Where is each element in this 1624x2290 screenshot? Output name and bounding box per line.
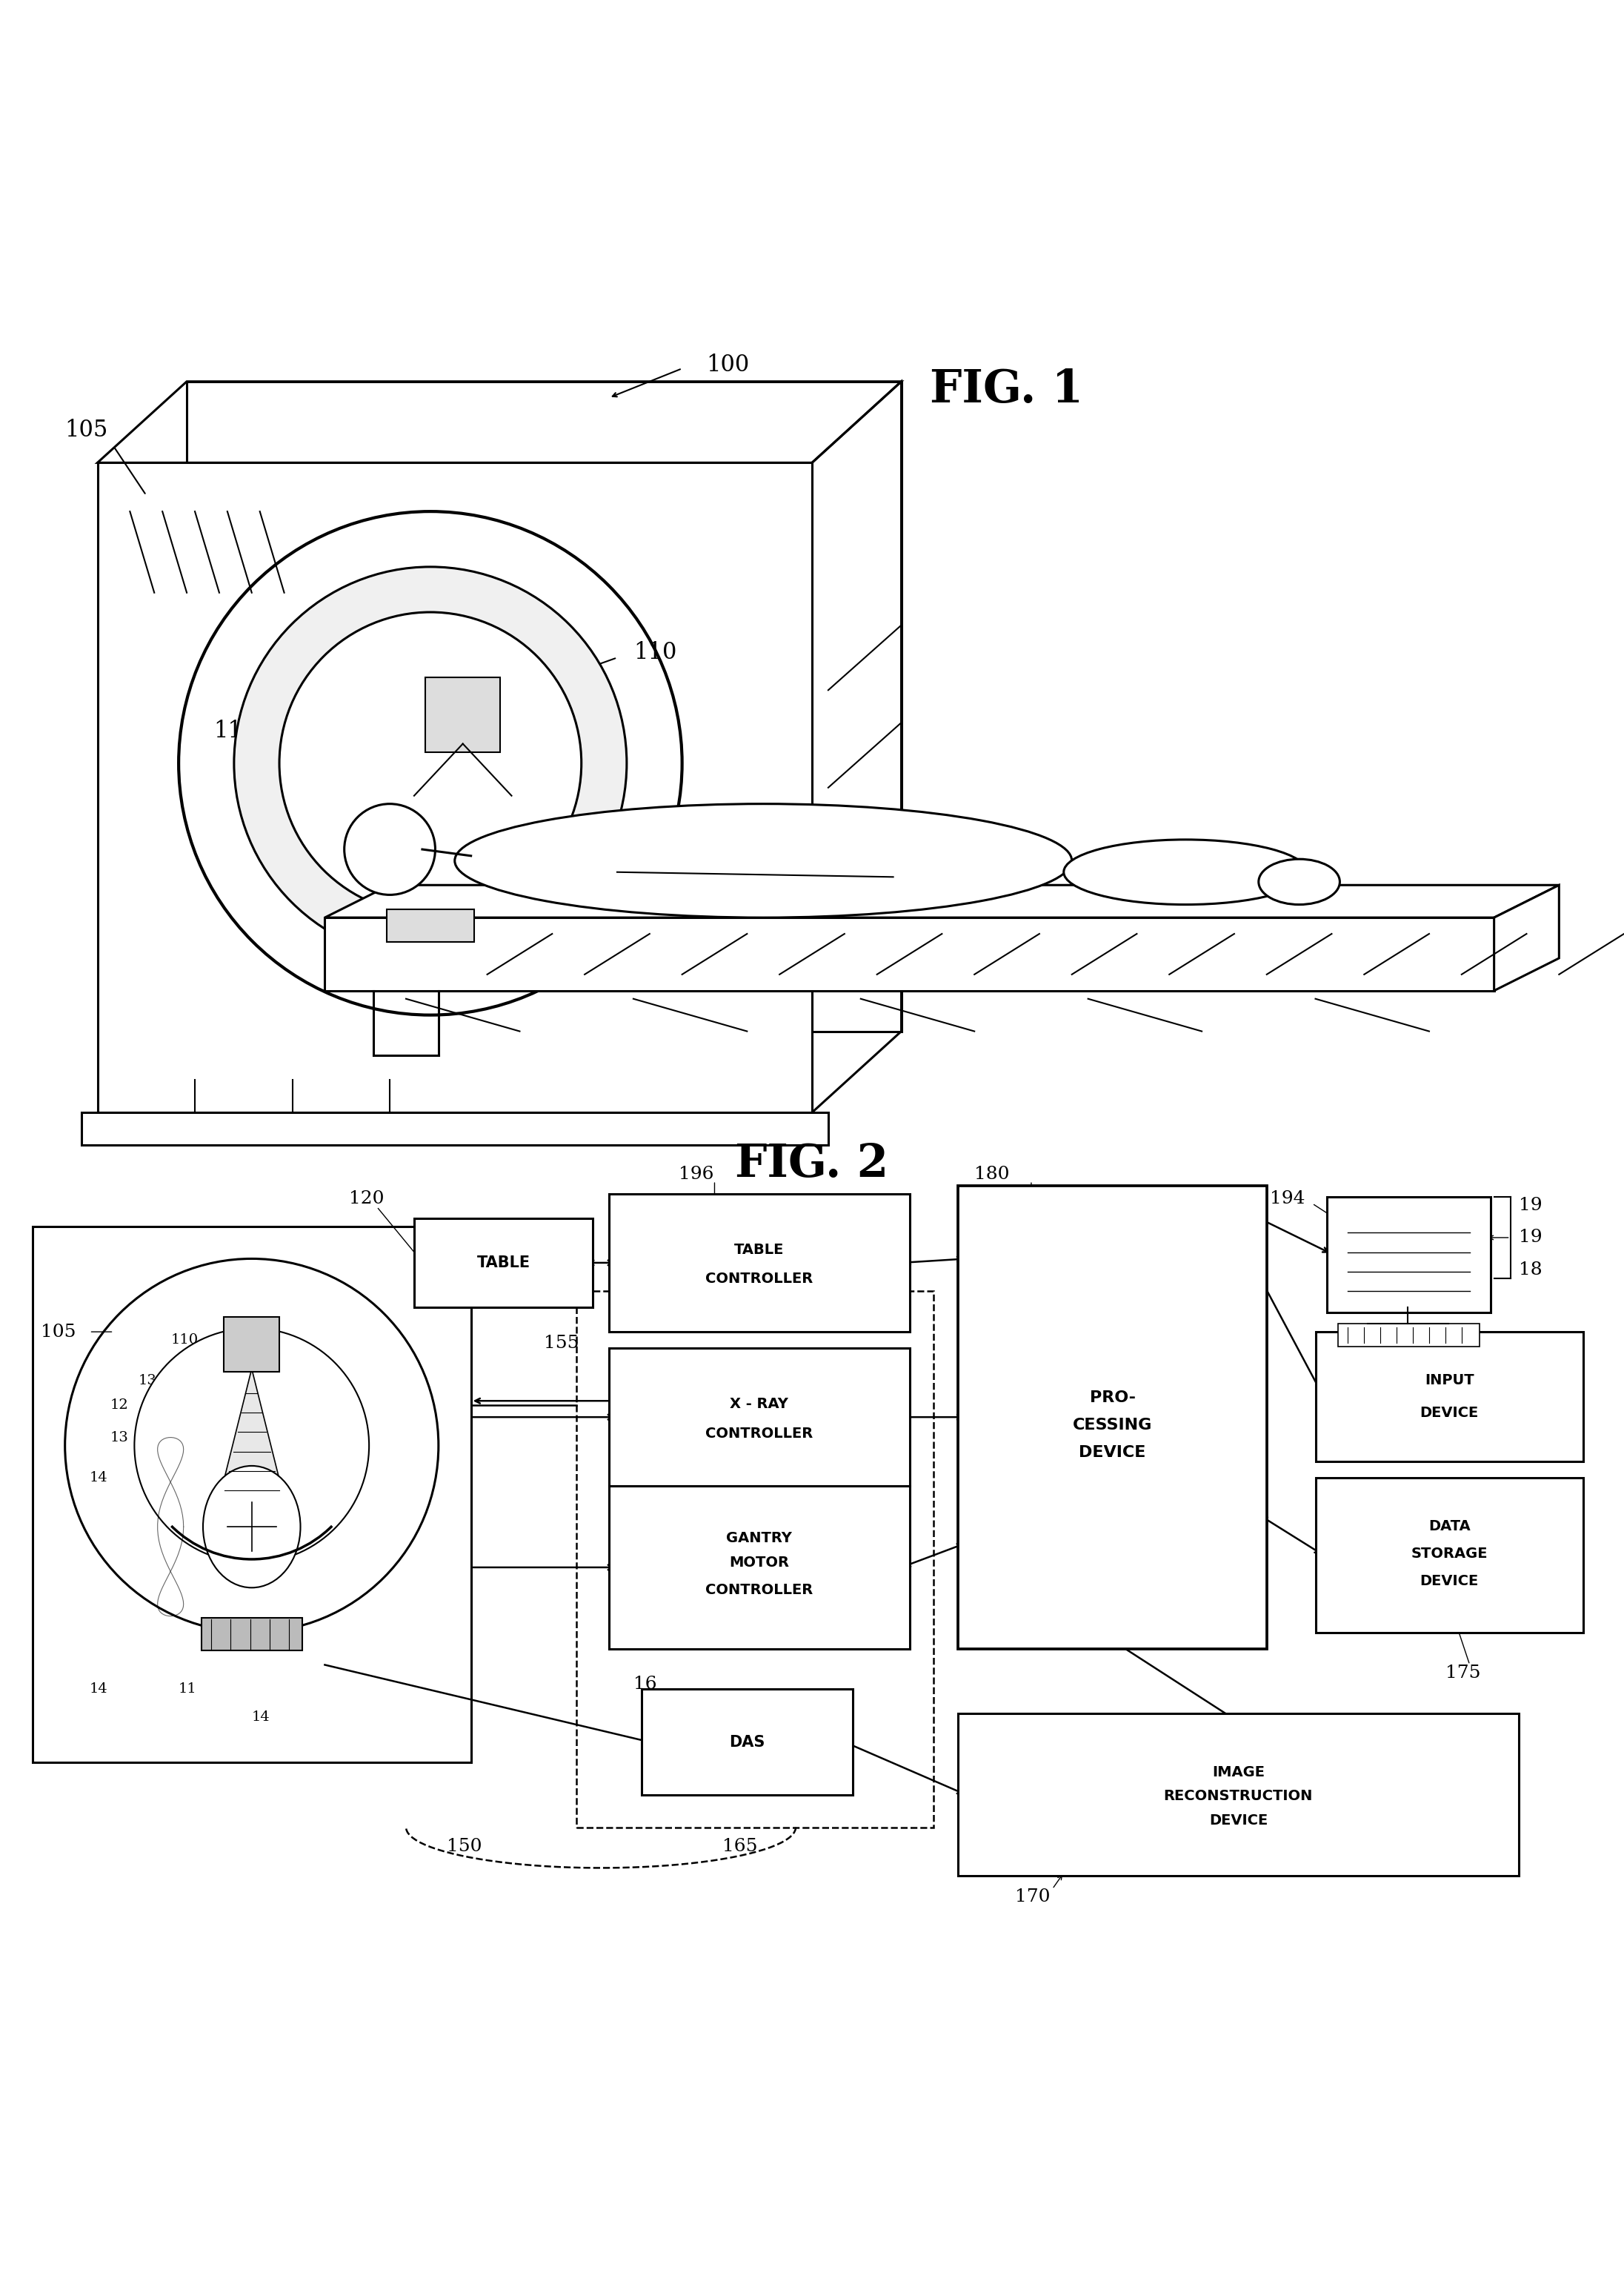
Text: X - RAY: X - RAY [731,1397,788,1411]
Text: 14: 14 [89,1472,107,1484]
Ellipse shape [1259,859,1340,905]
Circle shape [344,804,435,895]
FancyBboxPatch shape [32,1225,471,1763]
Text: DEVICE: DEVICE [1208,1814,1268,1827]
FancyBboxPatch shape [201,1617,302,1651]
Text: CONTROLLER: CONTROLLER [705,1271,814,1287]
FancyBboxPatch shape [425,678,500,751]
Text: 100: 100 [706,353,750,378]
Text: 12: 12 [110,1399,128,1411]
FancyBboxPatch shape [609,1486,909,1649]
Text: STORAGE: STORAGE [1411,1546,1488,1559]
Polygon shape [1494,884,1559,992]
Text: 196: 196 [679,1166,715,1182]
Text: DEVICE: DEVICE [1419,1573,1479,1589]
FancyBboxPatch shape [1315,1333,1583,1461]
FancyBboxPatch shape [641,1690,853,1795]
Text: CESSING: CESSING [1073,1418,1151,1434]
Text: IMAGE: IMAGE [1212,1766,1265,1779]
FancyBboxPatch shape [958,1713,1518,1876]
Ellipse shape [455,804,1072,918]
Text: 180: 180 [974,1166,1010,1182]
Polygon shape [81,1113,828,1145]
Text: MOTOR: MOTOR [729,1555,789,1569]
Ellipse shape [1064,840,1307,905]
Text: 120: 120 [1429,953,1473,976]
Circle shape [234,568,627,960]
Polygon shape [325,884,1559,918]
FancyBboxPatch shape [414,1218,593,1308]
Text: 165: 165 [723,1839,758,1855]
Text: 115: 115 [214,719,257,742]
Text: TABLE: TABLE [477,1255,529,1271]
FancyBboxPatch shape [224,1317,279,1372]
FancyBboxPatch shape [1315,1477,1583,1633]
Ellipse shape [203,1466,300,1587]
Text: FIG. 2: FIG. 2 [736,1143,888,1186]
Text: RECONSTRUCTION: RECONSTRUCTION [1164,1788,1312,1805]
FancyBboxPatch shape [609,1349,909,1486]
Polygon shape [97,463,812,1113]
Text: 125: 125 [328,735,370,758]
Text: 194: 194 [1270,1191,1306,1207]
Text: 120: 120 [349,1191,385,1207]
Text: DATA: DATA [1429,1518,1470,1532]
FancyBboxPatch shape [958,1186,1267,1649]
FancyBboxPatch shape [1338,1324,1479,1347]
Text: GANTRY: GANTRY [726,1532,793,1546]
Text: 18: 18 [1518,1262,1541,1278]
Circle shape [279,611,581,914]
Text: DEVICE: DEVICE [1419,1406,1479,1420]
Text: 19: 19 [1518,1198,1541,1214]
Polygon shape [214,1369,289,1516]
Text: CONTROLLER: CONTROLLER [705,1427,814,1440]
Text: 170: 170 [1015,1889,1051,1905]
FancyBboxPatch shape [609,1193,909,1333]
Text: 105: 105 [41,1324,76,1340]
Text: 110: 110 [171,1333,198,1347]
Text: 13: 13 [138,1374,156,1388]
Circle shape [65,1260,438,1633]
Text: 110: 110 [633,641,677,664]
Circle shape [135,1328,369,1562]
Text: 16: 16 [633,1676,656,1692]
Text: 19: 19 [1518,1230,1541,1246]
Text: DAS: DAS [729,1734,765,1750]
Text: 150: 150 [447,1839,482,1855]
Text: DEVICE: DEVICE [1078,1445,1147,1461]
Text: 175: 175 [1445,1665,1481,1681]
Text: PRO-: PRO- [1090,1390,1135,1406]
FancyBboxPatch shape [1327,1198,1491,1312]
FancyBboxPatch shape [387,909,474,941]
Text: 14: 14 [89,1683,107,1697]
Text: 11: 11 [179,1683,197,1697]
Text: 105: 105 [65,419,109,442]
Polygon shape [325,918,1494,992]
Text: FIG. 1: FIG. 1 [931,366,1083,412]
Text: 14: 14 [252,1711,270,1724]
Text: TABLE: TABLE [734,1243,784,1257]
Text: 13: 13 [110,1431,128,1445]
Circle shape [179,511,682,1014]
Text: 130: 130 [771,909,815,932]
Text: 155: 155 [544,1335,580,1351]
Text: INPUT: INPUT [1424,1374,1475,1388]
Text: CONTROLLER: CONTROLLER [705,1582,814,1596]
